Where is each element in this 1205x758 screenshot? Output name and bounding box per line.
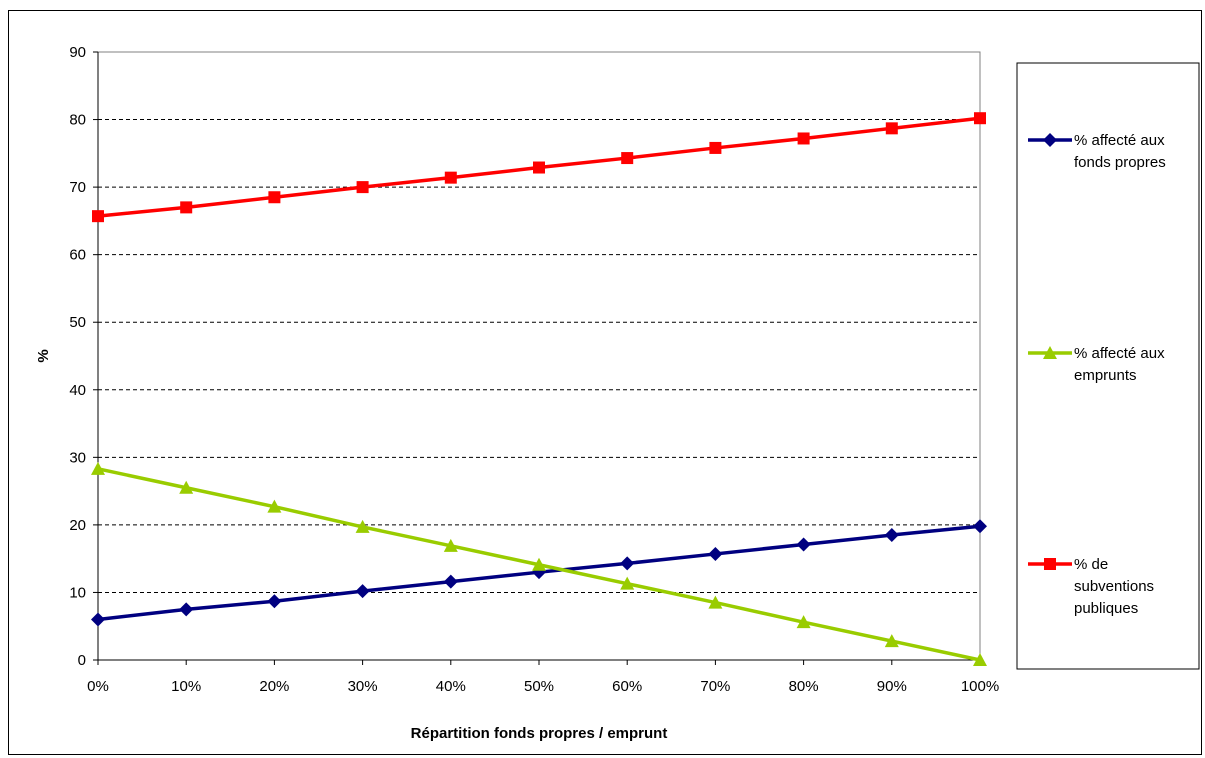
- y-tick-label: 50: [69, 314, 86, 331]
- legend-label: emprunts: [1074, 367, 1137, 384]
- legend-label: % affecté aux: [1074, 345, 1165, 362]
- data-point: [179, 480, 194, 494]
- y-tick-label: 80: [69, 112, 86, 129]
- series-3: [92, 112, 986, 223]
- legend-marker: [1043, 346, 1057, 359]
- x-tick-label: 80%: [789, 678, 819, 695]
- legend-marker: [1043, 133, 1057, 147]
- series-1: [91, 519, 987, 627]
- data-point: [796, 537, 811, 552]
- y-tick-label: 30: [69, 449, 86, 466]
- y-tick-label: 60: [69, 247, 86, 264]
- y-tick-label: 90: [69, 44, 86, 61]
- data-point: [709, 141, 722, 154]
- data-point: [797, 132, 810, 145]
- data-point: [355, 584, 370, 599]
- data-point: [267, 594, 282, 609]
- y-axis-title: %: [35, 349, 52, 362]
- y-tick-label: 10: [69, 584, 86, 601]
- data-point: [796, 615, 811, 629]
- y-tick-label: 20: [69, 517, 86, 534]
- data-point: [179, 602, 194, 617]
- x-tick-label: 0%: [87, 678, 109, 695]
- series-2: [91, 461, 987, 666]
- legend-item: % de subventions publiques: [1028, 556, 1154, 617]
- data-point: [267, 499, 282, 513]
- data-point: [885, 122, 898, 135]
- x-axis-title: Répartition fonds propres / emprunt: [411, 725, 668, 742]
- data-point: [532, 557, 546, 571]
- y-tick-label: 40: [69, 382, 86, 399]
- legend-label: % affecté aux: [1074, 132, 1165, 149]
- x-tick-label: 90%: [877, 678, 907, 695]
- chart-area: [8, 10, 1202, 755]
- x-tick-label: 70%: [700, 678, 730, 695]
- x-tick-label: 20%: [259, 678, 289, 695]
- x-tick-label: 100%: [961, 678, 999, 695]
- legend-item: % affecté aux fonds propres: [1028, 132, 1166, 171]
- x-tick-label: 30%: [348, 678, 378, 695]
- data-point: [268, 191, 281, 204]
- legend: % affecté aux fonds propres % affecté aux e…: [1016, 62, 1200, 670]
- data-point: [620, 576, 635, 590]
- data-point: [443, 574, 458, 589]
- x-axis-tick-labels: 0% 10% 20% 30% 40% 50% 60% 70% 80% 90% 100%: [87, 659, 999, 695]
- x-tick-label: 40%: [436, 678, 466, 695]
- data-point: [180, 201, 193, 214]
- data-point: [708, 595, 723, 609]
- data-point: [444, 171, 457, 184]
- series-layer: [91, 112, 987, 666]
- x-tick-label: 10%: [171, 678, 201, 695]
- y-tick-label: 0: [78, 652, 86, 669]
- legend-label: fonds propres: [1074, 154, 1166, 171]
- legend-marker: [1044, 558, 1056, 570]
- legend-label: subventions: [1074, 578, 1154, 595]
- data-point: [92, 210, 104, 223]
- data-point: [91, 461, 105, 475]
- data-point: [91, 612, 105, 627]
- x-tick-label: 50%: [524, 678, 554, 695]
- data-point: [884, 528, 899, 543]
- data-point: [708, 546, 723, 561]
- legend-item: % affecté aux emprunts: [1028, 345, 1165, 384]
- y-tick-label: 70: [69, 179, 86, 196]
- data-point: [973, 519, 987, 534]
- data-point: [621, 152, 634, 165]
- data-point: [356, 181, 369, 194]
- data-point: [884, 634, 899, 648]
- legend-label: % de: [1074, 556, 1108, 573]
- x-tick-label: 60%: [612, 678, 642, 695]
- data-point: [974, 112, 986, 125]
- data-point: [355, 519, 370, 533]
- data-point: [620, 556, 635, 571]
- data-point: [443, 538, 458, 552]
- data-point: [533, 161, 545, 174]
- data-point: [973, 653, 987, 666]
- legend-label: publiques: [1074, 600, 1138, 617]
- y-axis-tick-labels: 0 10 20 30 40 50 60 70 80 90: [69, 44, 99, 669]
